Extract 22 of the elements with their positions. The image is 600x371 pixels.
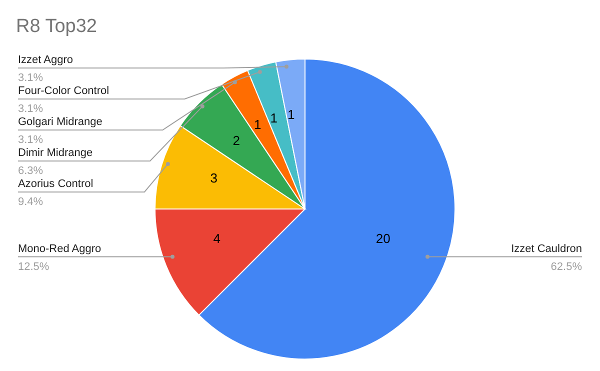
slice-label: Dimir Midrange: [18, 147, 93, 159]
slice-label: Mono-Red Aggro: [18, 242, 102, 255]
text: 9.4%: [18, 196, 44, 208]
text: 6.3%: [18, 165, 44, 177]
text: 3.1%: [18, 103, 44, 115]
data-label: 3: [210, 170, 218, 186]
slice-label: Azorius Control: [18, 178, 94, 190]
data-label: 20: [376, 230, 390, 246]
chart-title: R8 Top32: [16, 16, 97, 38]
slice-label: Golgari Midrange: [18, 116, 102, 128]
data-label: 2: [232, 132, 240, 148]
slice-label: Four-Color Control: [18, 85, 110, 97]
text: 62.5%: [550, 260, 582, 273]
slice-label: Izzet Aggro: [18, 54, 74, 66]
slice-label: Izzet Cauldron: [511, 242, 582, 255]
data-label: 1: [288, 106, 295, 122]
text: 12.5%: [18, 260, 50, 273]
text: 3.1%: [18, 72, 44, 84]
data-label: 1: [254, 117, 262, 132]
data-label: 1: [270, 110, 278, 126]
data-label: 4: [213, 230, 220, 246]
text: 3.1%: [18, 134, 44, 146]
